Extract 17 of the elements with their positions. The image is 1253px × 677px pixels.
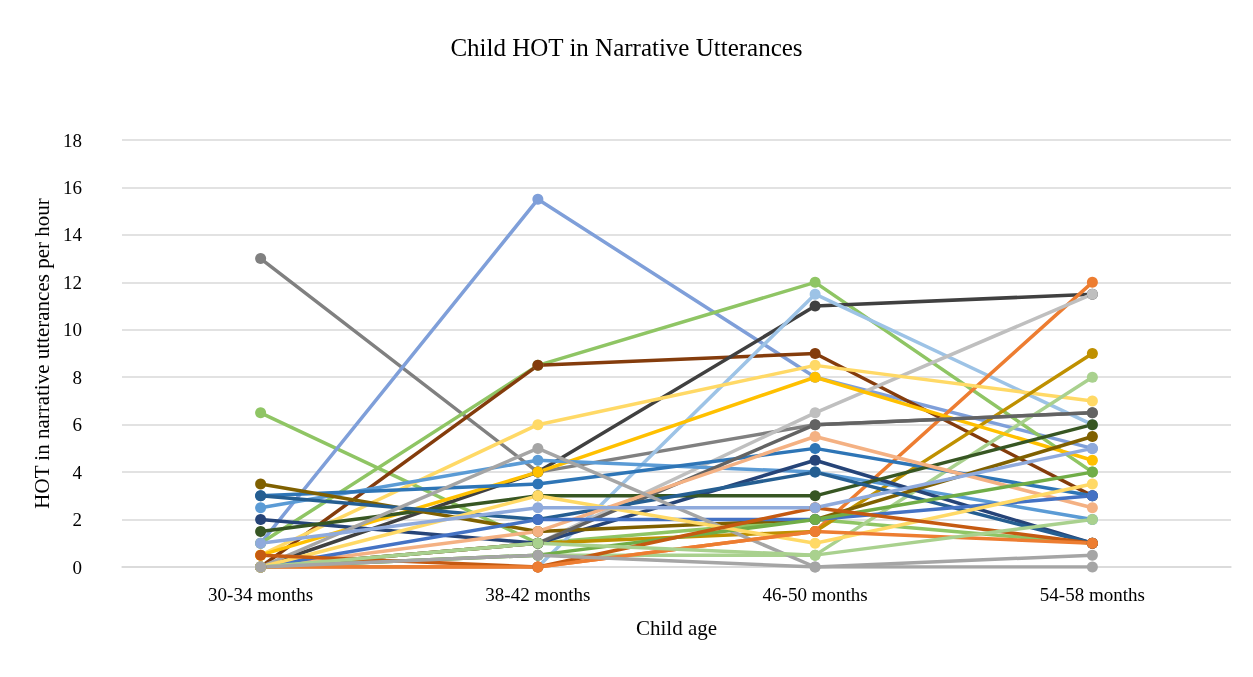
y-tick-label: 8 — [72, 366, 82, 388]
y-tick-label: 0 — [72, 556, 82, 578]
y-axis-title: HOT in narrative utterances per hour — [29, 198, 54, 509]
chart-title: Child HOT in Narrative Utterances — [450, 34, 803, 61]
y-tick-label: 14 — [63, 224, 83, 246]
x-tick-label: 54-58 months — [1039, 584, 1145, 605]
y-tick-label: 4 — [72, 461, 83, 483]
x-tick-label: 38-42 months — [485, 584, 591, 605]
y-tick-label: 18 — [63, 129, 82, 151]
y-tick-label: 2 — [72, 509, 82, 531]
x-axis-title: Child age — [635, 615, 718, 640]
y-tick-label: 10 — [63, 319, 82, 341]
y-tick-label: 16 — [63, 176, 82, 198]
y-tick-label: 6 — [72, 414, 82, 436]
x-tick-label: 46-50 months — [762, 584, 868, 605]
y-tick-label: 12 — [63, 271, 82, 293]
x-tick-label: 30-34 months — [208, 584, 314, 605]
